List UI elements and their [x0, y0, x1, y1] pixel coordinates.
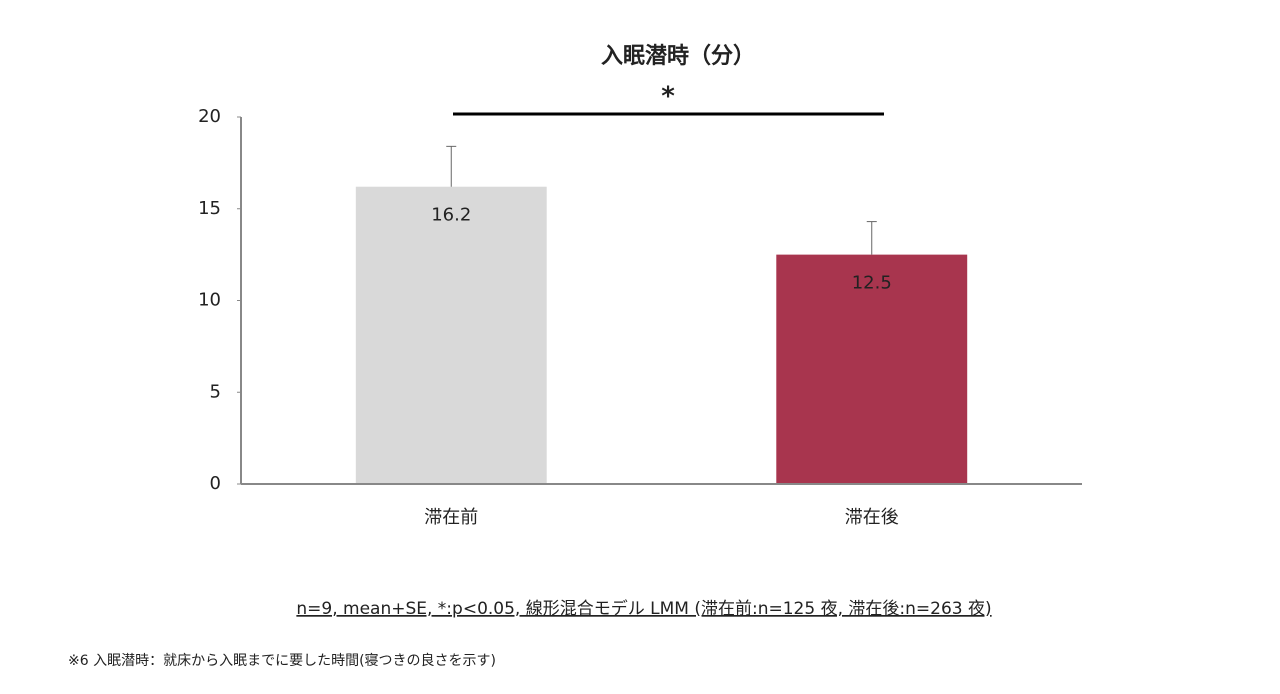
bar	[355, 186, 547, 485]
note: n=9, mean+SE, *:p<0.05, 線形混合モデル LMM (滞在前…	[296, 598, 991, 619]
value-label: 16.2	[431, 205, 471, 226]
bar	[776, 254, 968, 484]
footnote: ※6 入眠潜時：就床から入眠までに要した時間(寝つきの良さを示す)	[68, 652, 496, 669]
y-tick-label: 15	[198, 198, 221, 219]
value-label: 12.5	[852, 273, 892, 294]
x-tick-label: 滞在後	[845, 507, 899, 528]
y-tick-label: 5	[210, 381, 221, 402]
x-tick-label: 滞在前	[424, 507, 478, 528]
significance-mark: *	[661, 82, 675, 112]
y-tick-label: 0	[210, 473, 221, 494]
chart-title: 入眠潜時（分）	[601, 44, 755, 69]
y-tick-label: 10	[198, 290, 221, 311]
y-tick-label: 20	[198, 106, 221, 127]
